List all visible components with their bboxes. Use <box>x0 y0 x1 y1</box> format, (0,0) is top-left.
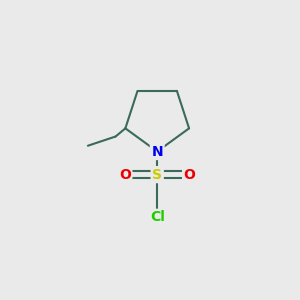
Text: N: N <box>152 145 163 158</box>
Text: S: S <box>152 168 162 182</box>
Text: O: O <box>184 168 196 182</box>
Text: O: O <box>119 168 131 182</box>
Text: Cl: Cl <box>150 210 165 224</box>
